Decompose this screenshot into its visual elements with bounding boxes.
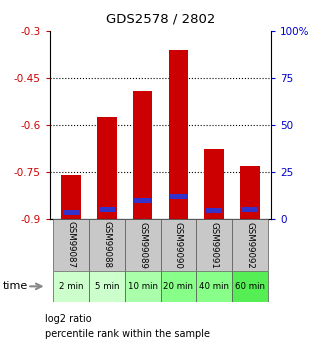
Text: GSM99092: GSM99092: [245, 221, 254, 268]
Text: 20 min: 20 min: [163, 282, 193, 291]
Text: GSM99091: GSM99091: [210, 221, 219, 268]
Text: 2 min: 2 min: [59, 282, 83, 291]
Text: 10 min: 10 min: [128, 282, 158, 291]
Bar: [232, 271, 268, 302]
Bar: [134, 198, 151, 203]
Text: GDS2578 / 2802: GDS2578 / 2802: [106, 12, 215, 25]
Bar: [160, 271, 196, 302]
Bar: [160, 219, 196, 271]
Bar: [232, 219, 268, 271]
Bar: [196, 271, 232, 302]
Bar: [61, 175, 81, 219]
Text: 60 min: 60 min: [235, 282, 265, 291]
Text: GSM99087: GSM99087: [67, 221, 76, 268]
Bar: [99, 207, 115, 212]
Bar: [169, 50, 188, 219]
Bar: [89, 271, 125, 302]
Text: 5 min: 5 min: [95, 282, 119, 291]
Bar: [170, 194, 187, 199]
Text: 40 min: 40 min: [199, 282, 229, 291]
Text: percentile rank within the sample: percentile rank within the sample: [45, 329, 210, 339]
Text: GSM99090: GSM99090: [174, 221, 183, 268]
Bar: [241, 207, 258, 212]
Bar: [53, 219, 89, 271]
Bar: [204, 149, 224, 219]
Text: log2 ratio: log2 ratio: [45, 314, 91, 324]
Bar: [63, 210, 80, 215]
Bar: [53, 271, 89, 302]
Bar: [133, 91, 152, 219]
Bar: [97, 117, 117, 219]
Bar: [125, 219, 160, 271]
Bar: [240, 166, 260, 219]
Text: GSM99089: GSM99089: [138, 221, 147, 268]
Bar: [196, 219, 232, 271]
Text: time: time: [3, 282, 29, 291]
Bar: [89, 219, 125, 271]
Bar: [206, 208, 222, 213]
Bar: [125, 271, 160, 302]
Text: GSM99088: GSM99088: [102, 221, 111, 268]
